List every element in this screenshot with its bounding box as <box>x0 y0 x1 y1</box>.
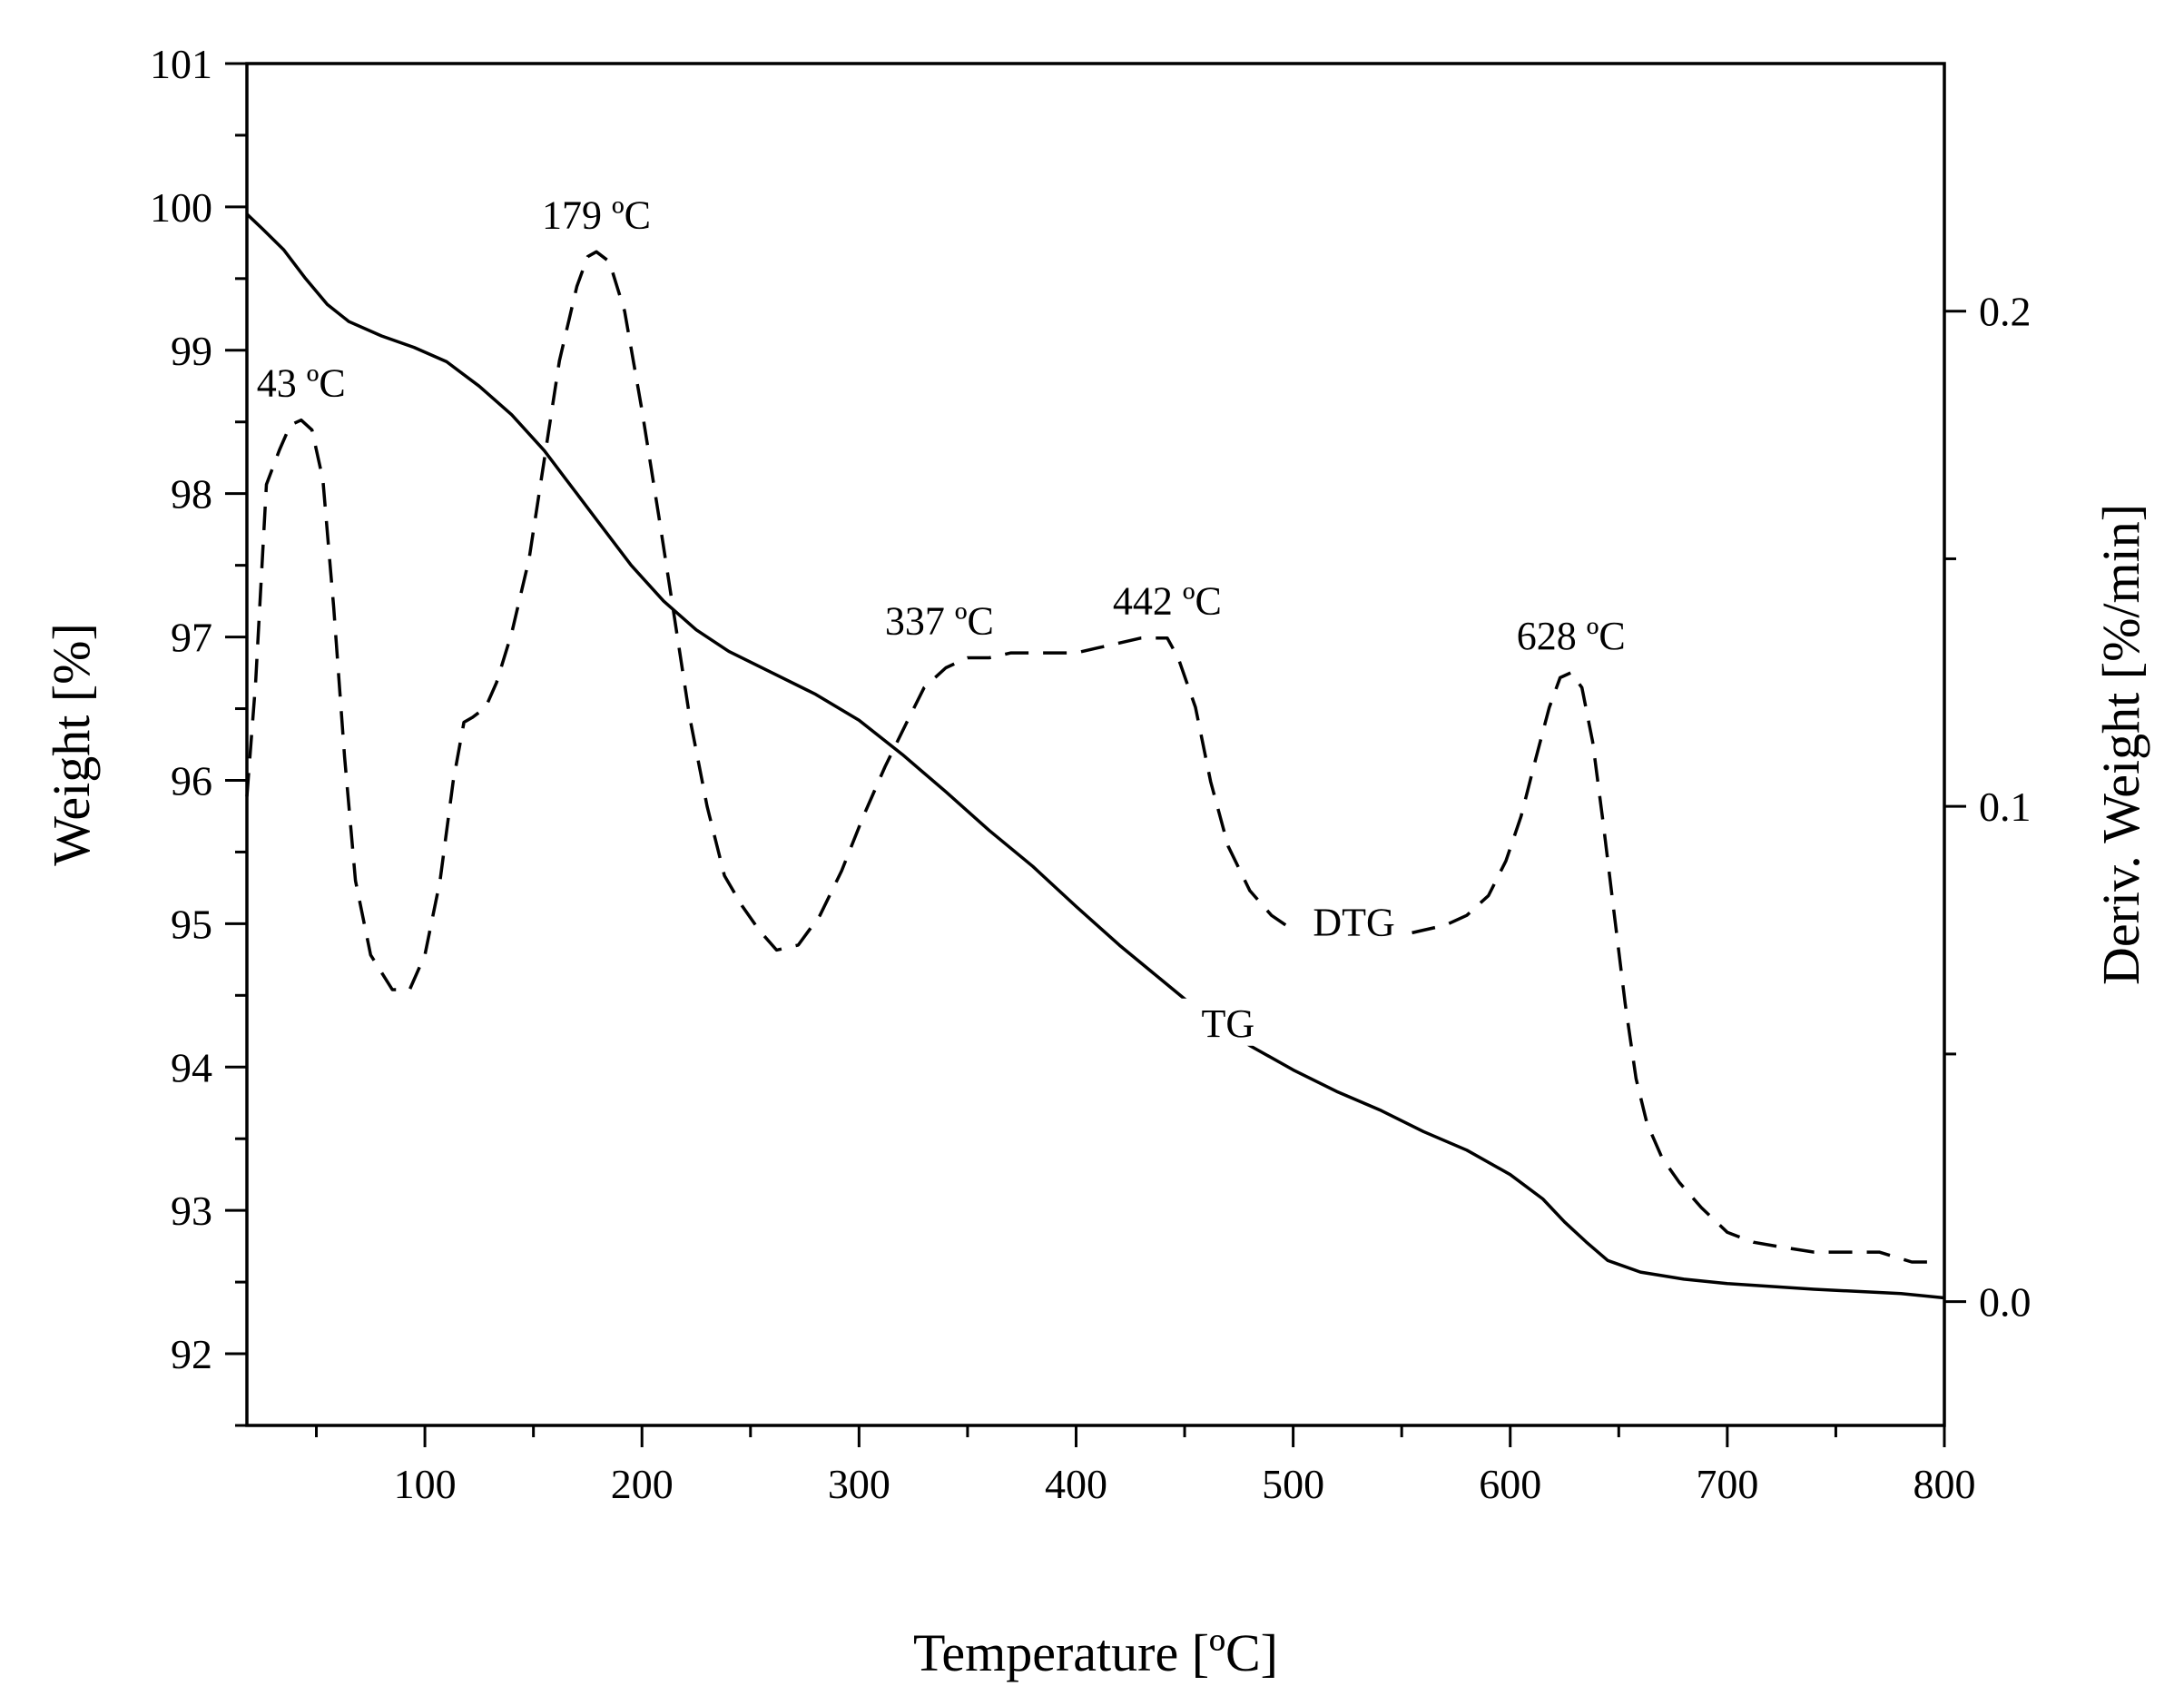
y-axis-title: Weight [%] <box>42 623 101 866</box>
y2-tick-label: 0.2 <box>1979 289 2032 335</box>
x-axis-ticks: 100 200 300 400 500 600 700 800 <box>315 1425 1976 1507</box>
peak-annotation: 628 ºC <box>1517 614 1626 658</box>
peak-annotation: 442 ºC <box>1113 579 1222 624</box>
x-tick-label: 200 <box>611 1461 674 1507</box>
annotation-layer: 43 ºC 179 ºC 337 ºC 442 ºC 628 ºC <box>257 192 1626 658</box>
x-tick-label: 100 <box>394 1461 457 1507</box>
y-tick-label: 99 <box>171 328 212 374</box>
series-layer: TG DTG <box>245 212 1945 1300</box>
peak-annotation: 337 ºC <box>885 599 994 644</box>
x-tick-label: 700 <box>1696 1461 1758 1507</box>
x-tick-label: 300 <box>828 1461 890 1507</box>
series-label-bg-tg <box>1171 998 1284 1046</box>
x-tick-label: 800 <box>1913 1461 1976 1507</box>
plot-frame <box>245 62 1946 1427</box>
peak-annotation: 179 ºC <box>542 192 651 237</box>
y-tick-label: 95 <box>171 901 212 947</box>
y-axis-ticks: 92 93 94 95 96 97 98 99 100 101 <box>150 41 247 1427</box>
series-label-tg: TG <box>1202 1001 1255 1046</box>
y-tick-label: 96 <box>171 757 212 804</box>
y-tick-label: 92 <box>171 1331 212 1377</box>
series-label-dtg: DTG <box>1313 901 1394 945</box>
y2-axis-title: Deriv. Weight [%/min] <box>2091 504 2150 985</box>
y-tick-label: 93 <box>171 1188 212 1234</box>
y-tick-label: 94 <box>171 1044 212 1090</box>
x-tick-label: 500 <box>1262 1461 1324 1507</box>
peak-annotation: 43 ºC <box>257 361 346 406</box>
y-tick-label: 101 <box>150 41 212 87</box>
y-tick-label: 98 <box>171 471 212 518</box>
x-axis-title: Temperature [ºC] <box>913 1623 1278 1682</box>
y2-axis-ticks: 0.0 0.1 0.2 <box>1944 289 2032 1326</box>
series-line-tg <box>245 212 1945 1300</box>
series-label-bg-dtg <box>1297 897 1411 945</box>
x-tick-label: 400 <box>1045 1461 1107 1507</box>
y2-tick-label: 0.1 <box>1979 784 2032 830</box>
y-tick-label: 97 <box>171 615 212 661</box>
series-line-dtg <box>245 250 1927 1264</box>
y-tick-label: 100 <box>150 184 212 231</box>
x-tick-label: 600 <box>1479 1461 1541 1507</box>
y2-tick-label: 0.0 <box>1979 1279 2032 1326</box>
